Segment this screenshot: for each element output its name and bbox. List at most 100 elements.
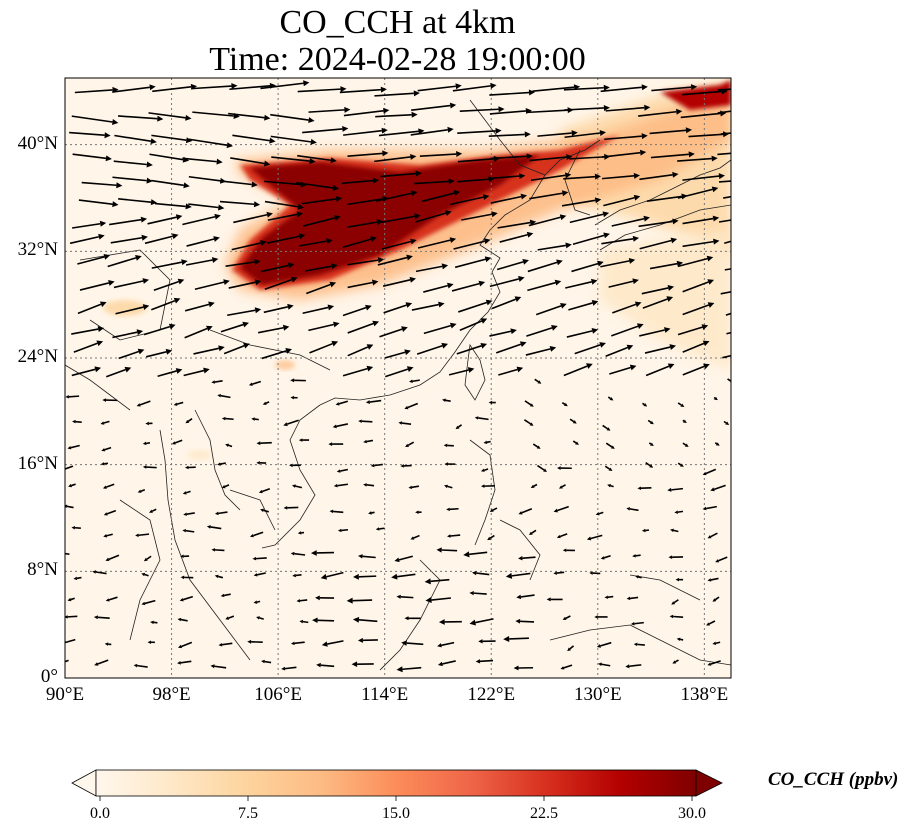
wind-arrow: [292, 484, 303, 489]
wind-arrow: [339, 86, 387, 94]
wind-arrow: [612, 301, 642, 314]
wind-arrow: [72, 419, 82, 424]
wind-arrow: [722, 354, 731, 359]
wind-arrow: [391, 573, 416, 580]
wind-arrow: [530, 483, 538, 488]
wind-arrow: [258, 324, 290, 334]
wind-arrow: [153, 278, 185, 292]
wind-arrow: [261, 262, 295, 273]
wind-arrow: [498, 366, 524, 376]
wind-arrow: [258, 488, 271, 494]
wind-arrow: [718, 219, 731, 223]
wind-arrow: [682, 302, 715, 316]
wind-arrow: [79, 280, 115, 291]
wind-arrow: [515, 618, 535, 624]
wind-arrow: [81, 181, 123, 189]
wind-arrow: [381, 238, 417, 250]
wind-arrow: [414, 178, 455, 185]
wind-arrow: [677, 255, 714, 268]
wind-arrow: [233, 211, 273, 224]
wind-arrow: [532, 443, 541, 449]
wind-arrow: [302, 125, 349, 134]
wind-arrow: [607, 484, 614, 488]
wind-arrow: [261, 659, 272, 664]
wind-arrow: [443, 443, 454, 448]
wind-arrow: [677, 462, 684, 467]
wind-arrow: [72, 220, 107, 229]
wind-arrow: [220, 321, 249, 333]
wind-arrow: [480, 468, 489, 472]
wind-arrow: [611, 215, 650, 227]
wind-arrow: [419, 151, 463, 158]
wind-arrow: [214, 574, 224, 579]
wind-arrow: [185, 465, 196, 470]
wind-arrow: [184, 325, 213, 339]
colorbar-tick-label: 0.0: [90, 805, 110, 822]
wind-arrow: [342, 304, 372, 317]
wind-arrow: [639, 327, 671, 337]
wind-arrow: [396, 594, 414, 599]
wind-arrow: [103, 509, 117, 516]
wind-arrow: [409, 379, 420, 383]
wind-arrow: [336, 468, 349, 473]
wind-arrow: [380, 170, 422, 178]
wind-arrow: [553, 505, 569, 513]
wind-arrow: [458, 299, 493, 313]
wind-arrow: [65, 552, 70, 556]
wind-arrow: [639, 171, 679, 181]
wind-arrow: [347, 279, 379, 289]
wind-arrow: [720, 291, 731, 295]
wind-arrow: [305, 263, 338, 272]
wind-arrow: [65, 615, 78, 619]
wind-arrow: [503, 635, 529, 642]
wind-arrow: [154, 202, 192, 210]
colorbar-tick-label: 30.0: [678, 805, 706, 822]
wind-arrow: [94, 659, 109, 666]
wind-arrow: [299, 619, 309, 624]
wind-arrow: [505, 572, 531, 579]
wind-arrow: [142, 465, 157, 469]
wind-arrow: [185, 418, 193, 424]
wind-arrow: [193, 345, 225, 355]
wind-arrow: [436, 547, 458, 553]
wind-arrow: [408, 485, 420, 490]
wind-arrow: [670, 528, 679, 533]
wind-arrow: [151, 259, 188, 269]
wind-arrow: [337, 528, 349, 533]
wind-arrow: [151, 297, 181, 311]
wind-arrow: [182, 213, 221, 226]
wind-arrow: [396, 666, 422, 673]
wind-arrow: [516, 594, 535, 600]
wind-arrow: [221, 416, 234, 421]
wind-arrow: [682, 238, 720, 248]
wind-arrow: [142, 441, 151, 446]
wind-arrow: [385, 366, 414, 378]
wind-arrow: [638, 108, 683, 117]
wind-arrow: [256, 441, 272, 446]
wind-arrow: [186, 236, 220, 247]
wind-arrow: [302, 215, 341, 227]
wind-arrow: [546, 597, 563, 602]
wind-arrow: [137, 489, 146, 493]
wind-arrow: [411, 301, 445, 311]
wind-arrow: [535, 303, 567, 316]
wind-vectors: [65, 80, 731, 673]
map-frame: [64, 77, 732, 679]
wind-arrow: [69, 233, 105, 245]
wind-arrow: [171, 439, 183, 445]
wind-arrow: [560, 664, 573, 670]
longitude-label: 130°E: [573, 684, 622, 705]
wind-arrow: [117, 115, 164, 122]
wind-arrow: [525, 345, 557, 356]
wind-arrow: [404, 616, 421, 621]
wind-arrow: [401, 640, 424, 646]
wind-arrow: [270, 113, 315, 124]
wind-arrow: [182, 157, 223, 165]
wind-arrow: [92, 570, 107, 575]
latitude-label: 40°N: [17, 132, 58, 154]
wind-arrow: [487, 173, 526, 180]
wind-arrow: [261, 347, 292, 360]
wind-arrow: [77, 253, 111, 265]
wind-arrow: [253, 600, 261, 604]
wind-arrow: [572, 440, 579, 445]
